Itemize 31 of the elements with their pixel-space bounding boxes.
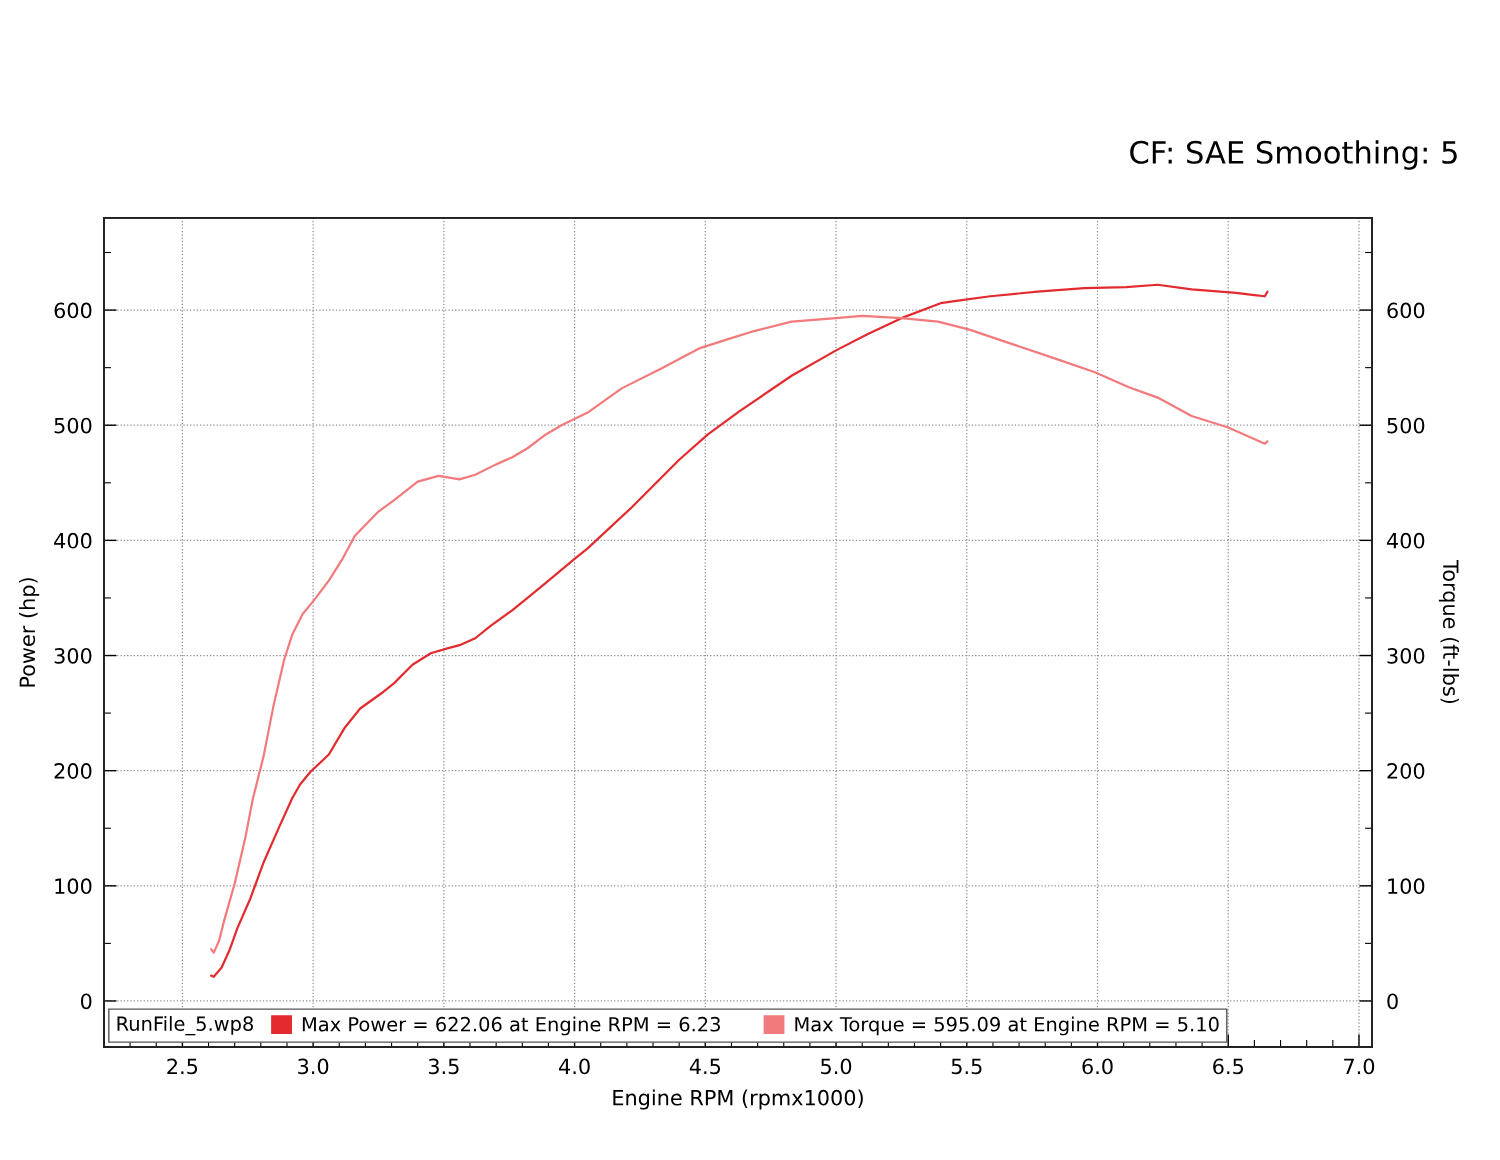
x-tick-label: 6.5 (1213, 1058, 1243, 1075)
chart-title: CF: SAE Smoothing: 5 (1130, 140, 1457, 170)
x-axis-title: Engine RPM (rpmx1000) (613, 1089, 863, 1110)
y-tick-label: 0 (80, 993, 92, 1010)
y-axis-title: Power (hp) (19, 578, 40, 687)
x-tick-label: 4.0 (559, 1058, 590, 1075)
y-tick-label: 500 (54, 417, 92, 434)
y2-axis-title: Torque (ft-lbs) (1438, 560, 1460, 704)
y2-tick-label: 200 (1387, 763, 1425, 779)
legend-label: Max Torque = 595.09 at Engine RPM = 5.10 (795, 1016, 1219, 1036)
y2-tick-label: 400 (1386, 532, 1425, 549)
x-tick-label: 7.0 (1344, 1058, 1375, 1075)
legend-title: RunFile_5.wp8 (117, 1015, 253, 1036)
legend-label: Max Power = 622.06 at Engine RPM = 6.23 (302, 1016, 720, 1036)
y-tick-label: 200 (54, 763, 92, 779)
y2-tick-label: 500 (1387, 417, 1425, 434)
x-tick-label: 2.5 (167, 1058, 198, 1075)
x-tick-label: 6.0 (1082, 1058, 1113, 1075)
y2-tick-label: 0 (1387, 993, 1398, 1010)
x-tick-label: 5.5 (951, 1058, 982, 1075)
y2-tick-label: 300 (1387, 647, 1425, 664)
y-tick-label: 300 (54, 647, 92, 664)
y-tick-label: 600 (54, 302, 92, 319)
x-tick-label: 5.0 (821, 1058, 852, 1075)
x-tick-label: 3.5 (428, 1058, 459, 1075)
y-tick-label: 100 (55, 878, 92, 895)
x-tick-label: 4.5 (689, 1058, 721, 1075)
y2-tick-label: 100 (1388, 878, 1425, 895)
y2-tick-label: 600 (1387, 302, 1425, 319)
x-tick-label: 3.0 (298, 1058, 329, 1075)
y-tick-label: 400 (54, 532, 92, 549)
